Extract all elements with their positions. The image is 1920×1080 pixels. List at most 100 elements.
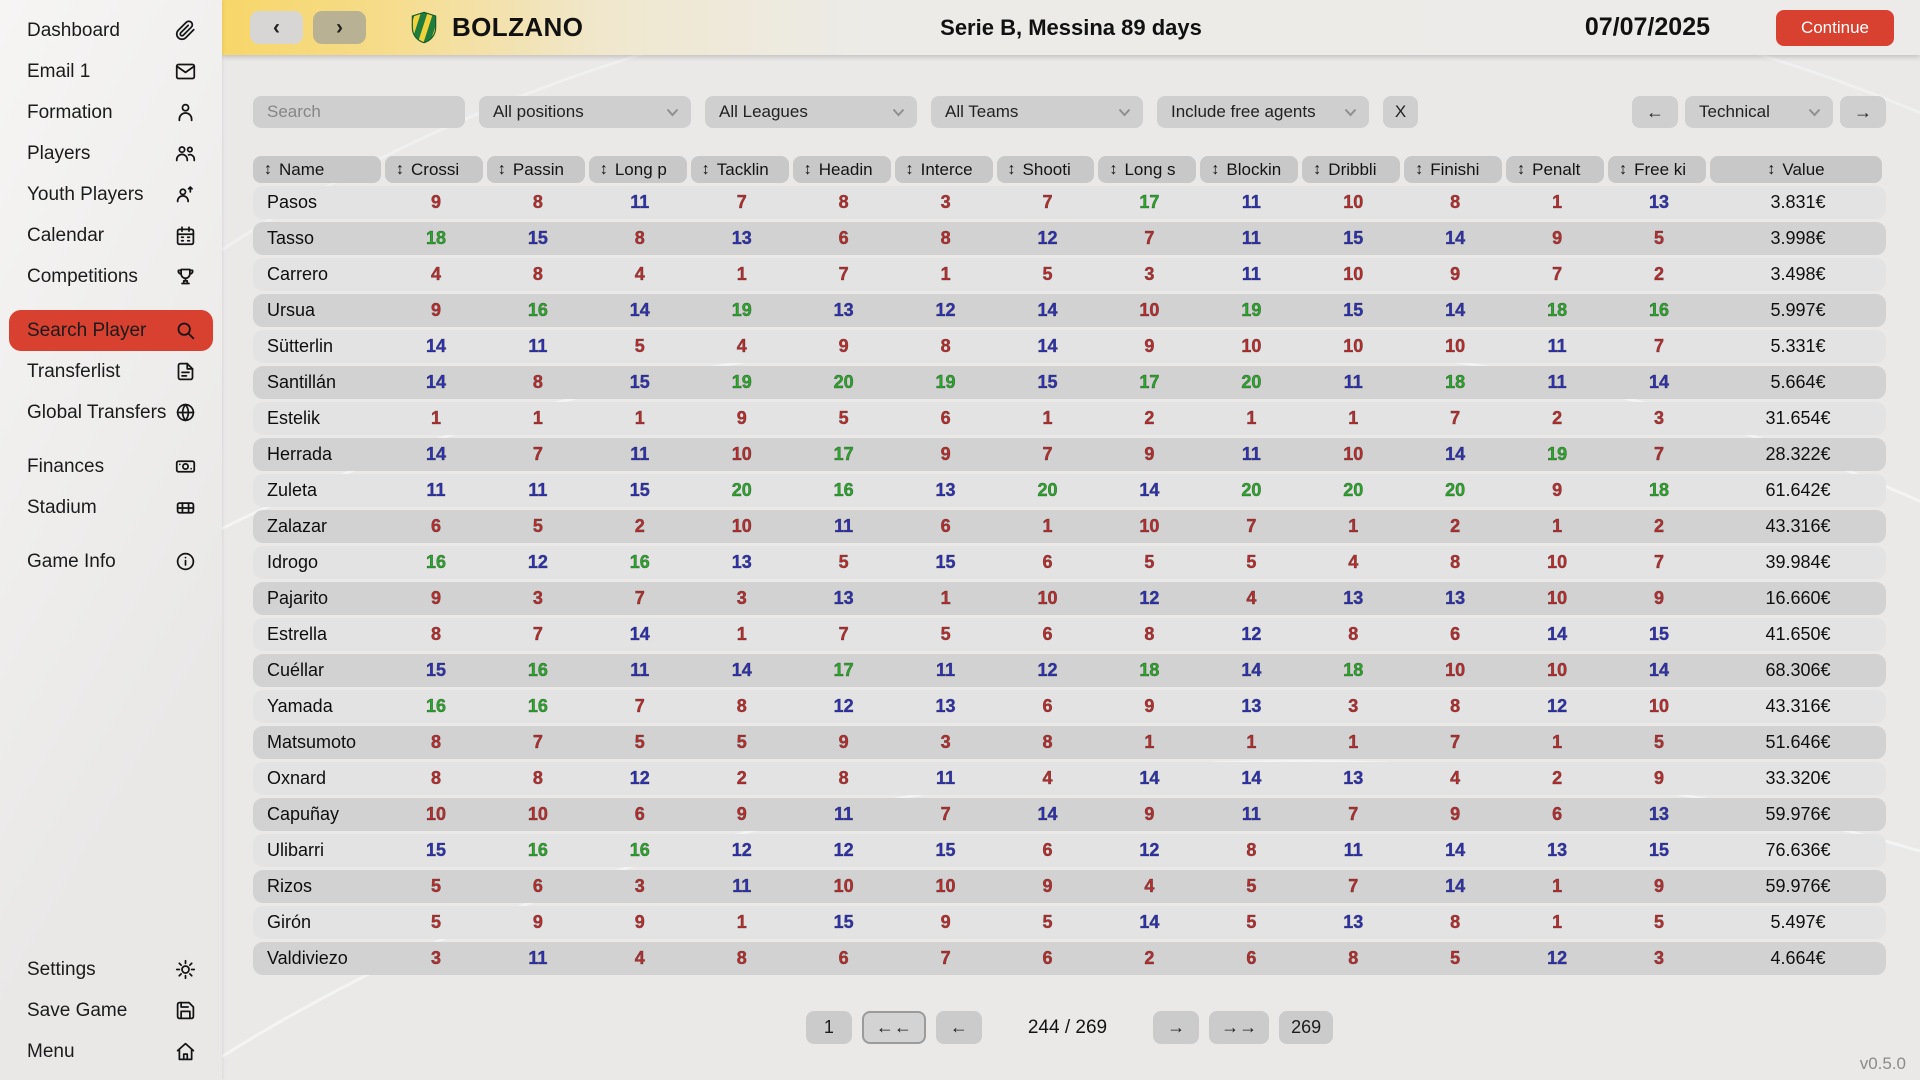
stat-value: 7: [1654, 444, 1665, 465]
sidebar-item-email-1[interactable]: Email 1: [9, 51, 213, 92]
club-crest-icon: [411, 11, 437, 44]
player-row[interactable]: Zuleta 11 11 15 20 16 13 20 14 20 20 20 9 18 61.642€: [253, 474, 1886, 507]
stat-value: 8: [1450, 192, 1461, 213]
column-header-tacklin[interactable]: ↕ Tacklin: [690, 156, 789, 183]
player-row[interactable]: Oxnard 8 8 12 2 8 11 4 14 14 13 4 2 9 33.320€: [253, 762, 1886, 795]
free-agents-select[interactable]: Include free agents: [1157, 96, 1369, 128]
page-next-button[interactable]: →: [1153, 1011, 1200, 1044]
stat-value: 9: [1144, 444, 1155, 465]
player-row[interactable]: Pasos 9 8 11 7 8 3 7 17 11 10 8 1 13 3.831€: [253, 186, 1886, 219]
sidebar-item-game-info[interactable]: Game Info: [9, 541, 213, 582]
stat-value: 7: [532, 624, 544, 645]
player-row[interactable]: Zalazar 6 5 2 10 11 6 1 10 7 1 2 1 2 43.316€: [253, 510, 1886, 543]
player-row[interactable]: Pajarito 9 3 7 3 13 1 10 12 4 13 13 10 9 16.660€: [253, 582, 1886, 615]
clear-filters-button[interactable]: X: [1383, 96, 1418, 128]
player-value: 33.320€: [1765, 768, 1831, 788]
sidebar-item-finances[interactable]: Finances: [9, 446, 213, 487]
player-row[interactable]: Cuéllar 15 16 11 14 17 11 12 18 14 18 10 10 14 68.306€: [253, 654, 1886, 687]
player-row[interactable]: Rizos 5 6 3 11 10 10 9 4 5 7 14 1 9 59.976€: [253, 870, 1886, 903]
player-row[interactable]: Yamada 16 16 7 8 12 13 6 9 13 3 8 12 10 43.316€: [253, 690, 1886, 723]
player-value: 3.998€: [1770, 228, 1826, 248]
player-row[interactable]: Santillán 14 8 15 19 20 19 15 17 20 11 18 11 14 5.664€: [253, 366, 1886, 399]
column-header-finishi[interactable]: ↕ Finishi: [1404, 156, 1503, 183]
column-header-blockin[interactable]: ↕ Blockin: [1200, 156, 1299, 183]
stat-value: 7: [940, 804, 951, 825]
stat-value: 16: [425, 696, 447, 717]
player-row[interactable]: Girón 5 9 9 1 15 9 5 14 5 13 8 1 5 5.497€: [253, 906, 1886, 939]
page-forward-button[interactable]: →→: [1209, 1011, 1270, 1044]
column-header-crossi[interactable]: ↕ Crossi: [385, 156, 483, 183]
player-name: Pasos: [267, 192, 318, 212]
player-value: 39.984€: [1765, 552, 1831, 572]
stat-value: 11: [1241, 192, 1262, 213]
sidebar-item-settings[interactable]: Settings: [9, 949, 213, 990]
column-header-passin[interactable]: ↕ Passin: [486, 156, 585, 183]
player-row[interactable]: Estrella 8 7 14 1 7 5 6 8 12 8 6 14 15 41.650€: [253, 618, 1886, 651]
sidebar-item-stadium[interactable]: Stadium: [9, 487, 213, 528]
stat-value: 18: [1139, 660, 1160, 681]
positions-select[interactable]: All positions: [479, 96, 691, 128]
player-row[interactable]: Herrada 14 7 11 10 17 9 7 9 11 10 14 19 7 28.322€: [253, 438, 1886, 471]
stat-value: 6: [1246, 948, 1257, 969]
column-header-headin[interactable]: ↕ Headin: [792, 156, 891, 183]
stat-value: 8: [1348, 624, 1359, 645]
sidebar-item-dashboard[interactable]: Dashboard: [9, 10, 213, 51]
player-row[interactable]: Matsumoto 8 7 5 5 9 3 8 1 1 1 7 1 5 51.646€: [253, 726, 1886, 759]
stat-value: 3: [940, 192, 951, 213]
stat-value: 14: [1139, 480, 1160, 501]
sidebar-item-calendar[interactable]: Calendar: [9, 215, 213, 256]
sidebar-item-transferlist[interactable]: Transferlist: [9, 351, 213, 392]
player-row[interactable]: Carrero 4 8 4 1 7 1 5 3 11 10 9 7 2 3.498€: [253, 258, 1886, 291]
teams-select[interactable]: All Teams: [931, 96, 1143, 128]
column-header-shooti[interactable]: ↕ Shooti: [996, 156, 1095, 183]
sort-icon: ↕: [803, 160, 812, 178]
column-header-free-ki[interactable]: ↕ Free ki: [1608, 156, 1706, 183]
page-first-button[interactable]: 1: [805, 1011, 852, 1044]
column-header-interce[interactable]: ↕ Interce: [894, 156, 993, 183]
category-select[interactable]: Technical: [1685, 96, 1833, 128]
sidebar-item-players[interactable]: Players: [9, 133, 213, 174]
sidebar-item-save-game[interactable]: Save Game: [9, 990, 213, 1031]
stat-value: 15: [1649, 624, 1670, 645]
player-row[interactable]: Ursua 9 16 14 19 13 12 14 10 19 15 14 18 16 5.997€: [253, 294, 1886, 327]
sidebar-item-search-player[interactable]: Search Player: [9, 310, 213, 351]
stat-value: 9: [1450, 264, 1461, 285]
column-header-penalt[interactable]: ↕ Penalt: [1506, 156, 1605, 183]
stat-value: 15: [1037, 372, 1058, 393]
page-last-button[interactable]: 269: [1279, 1011, 1334, 1044]
history-back-button[interactable]: ‹: [250, 11, 303, 44]
player-row[interactable]: Valdiviezo 3 11 4 8 6 7 6 2 6 8 5 12 3 4.664€: [253, 942, 1886, 975]
column-header-dribbli[interactable]: ↕ Dribbli: [1302, 156, 1401, 183]
player-row[interactable]: Idrogo 16 12 16 13 5 15 6 5 5 4 8 10 7 39.984€: [253, 546, 1886, 579]
sidebar-item-global-transfers[interactable]: Global Transfers: [9, 392, 213, 433]
column-header-name[interactable]: ↕ Name: [253, 156, 381, 183]
player-row[interactable]: Capuñay 10 10 6 9 11 7 14 9 11 7 9 6 13 59.976€: [253, 798, 1886, 831]
leagues-select[interactable]: All Leagues: [705, 96, 917, 128]
page-prev-button[interactable]: ←: [935, 1011, 982, 1044]
next-category-button[interactable]: →: [1840, 96, 1886, 128]
prev-category-button[interactable]: ←: [1632, 96, 1678, 128]
player-row[interactable]: Ulibarri 15 16 16 12 12 15 6 12 8 11 14 13 15 76.636€: [253, 834, 1886, 867]
sidebar-item-menu[interactable]: Menu: [9, 1031, 213, 1072]
column-header-long-p[interactable]: ↕ Long p: [588, 156, 687, 183]
sort-icon: ↕: [905, 160, 914, 178]
player-row[interactable]: Sütterlin 14 11 5 4 9 8 14 9 10 10 10 11 7 5.331€: [253, 330, 1886, 363]
stat-value: 11: [1343, 840, 1363, 861]
sidebar-item-competitions[interactable]: Competitions: [9, 256, 213, 297]
column-header-long-s[interactable]: ↕ Long s: [1098, 156, 1197, 183]
player-row[interactable]: Estelik 1 1 1 9 5 6 1 2 1 1 7 2 3 31.654€: [253, 402, 1886, 435]
player-row[interactable]: Tasso 18 15 8 13 6 8 12 7 11 15 14 9 5 3.998€: [253, 222, 1886, 255]
header-column: ↕ Headin: [792, 156, 895, 183]
page-rewind-button[interactable]: ←←: [861, 1011, 926, 1044]
stat-value: 1: [430, 408, 442, 429]
stat-value: 11: [1343, 372, 1363, 393]
search-input[interactable]: [253, 96, 465, 128]
sidebar-item-formation[interactable]: Formation: [9, 92, 213, 133]
continue-button[interactable]: Continue: [1775, 9, 1894, 46]
sidebar-item-label: Menu: [27, 1040, 75, 1062]
stat-value: 10: [731, 516, 752, 537]
column-header-value[interactable]: ↕ Value: [1710, 156, 1882, 183]
sidebar-item-youth-players[interactable]: Youth Players: [9, 174, 213, 215]
history-forward-button[interactable]: ›: [313, 11, 366, 44]
column-label: Crossi: [411, 159, 460, 179]
